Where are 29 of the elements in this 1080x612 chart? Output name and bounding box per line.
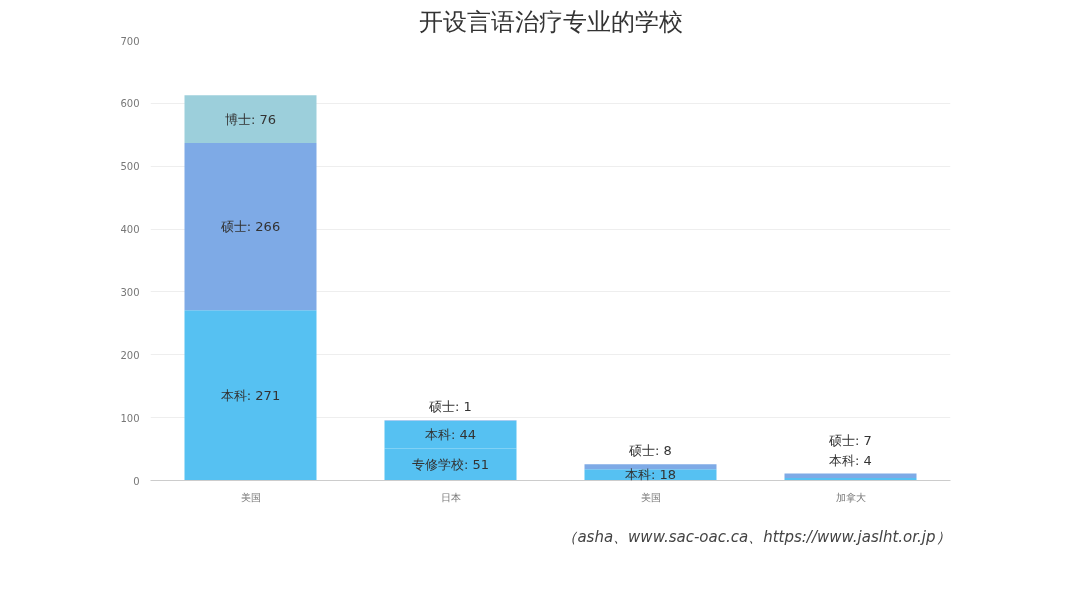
bar [184, 310, 317, 481]
data-label: 本科: 4 [829, 452, 872, 468]
bar [584, 464, 717, 470]
data-label: 硕士: 266 [219, 219, 281, 235]
y-tick-label: 700 [120, 35, 140, 47]
x-tick-label: 加拿大 [835, 491, 866, 503]
data-label: 硕士: 8 [628, 443, 672, 459]
chart-title: 开设言语治疗专业的学校 [418, 7, 683, 36]
y-tick-label: 600 [120, 98, 140, 110]
bar [784, 473, 917, 478]
y-tick-label: 200 [120, 349, 140, 361]
y-tick-label: 400 [120, 224, 140, 236]
y-tick-label: 100 [120, 412, 140, 424]
x-tick-label: 美国 [240, 491, 261, 503]
x-tick-label: 美国 [640, 491, 661, 503]
bar [184, 142, 317, 311]
text: （asha、www.sac-oac.ca、https://www.jaslht.or.jp） [562, 527, 951, 546]
y-tick-label: 500 [120, 161, 140, 173]
data-label: 博士: 76 [224, 111, 277, 127]
data-label: 本科: 44 [424, 427, 477, 443]
x-tick-label: 日本 [440, 491, 461, 503]
data-label: 专修学校: 51 [411, 456, 490, 472]
data-label: 本科: 271 [220, 387, 281, 403]
data-label: 本科: 18 [624, 467, 677, 483]
bar [184, 95, 317, 143]
y-tick-label: 300 [120, 286, 140, 298]
data-label: 硕士: 1 [428, 399, 472, 415]
data-label: 硕士: 7 [828, 432, 872, 448]
y-tick-label: 0 [133, 475, 140, 487]
